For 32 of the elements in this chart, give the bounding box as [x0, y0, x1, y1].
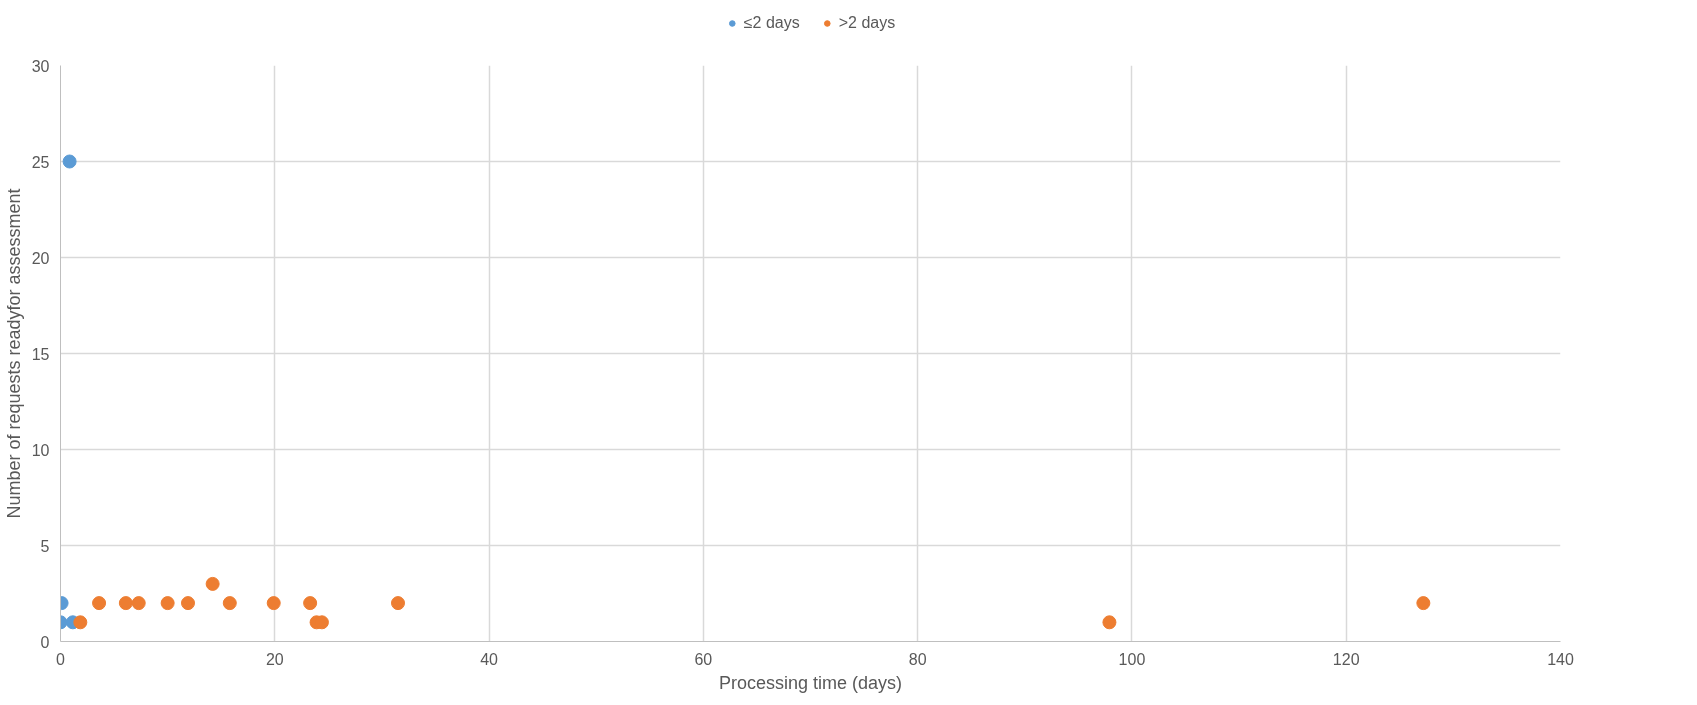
- y-tick-label: 30: [31, 57, 50, 75]
- y-tick-label: 15: [31, 345, 50, 363]
- legend-label: ≤2 days: [743, 13, 800, 32]
- y-tick-label: 20: [31, 249, 50, 267]
- x-tick-label: 20: [265, 650, 284, 668]
- x-tick-label: 80: [908, 650, 927, 668]
- point: [222, 596, 237, 611]
- point: [73, 615, 88, 630]
- x-tick-label: 40: [480, 650, 499, 668]
- point: [131, 596, 146, 611]
- x-tick-label: 60: [694, 650, 713, 668]
- y-tick-label: 10: [31, 441, 50, 459]
- y-axis-title: Number of requests readyfor assessment: [3, 188, 24, 519]
- point: [160, 596, 175, 611]
- point: [391, 596, 405, 611]
- y-tick-label: 5: [40, 537, 50, 555]
- point: [205, 576, 220, 591]
- point: [1416, 596, 1431, 611]
- point: [303, 596, 318, 611]
- x-tick-label: 100: [1118, 650, 1146, 668]
- point: [1102, 615, 1117, 630]
- x-tick-label: 120: [1332, 650, 1360, 668]
- point: [266, 596, 281, 611]
- x-tick-label: 140: [1547, 650, 1574, 668]
- y-tick-label: 0: [40, 633, 50, 651]
- x-axis-title: Processing time (days): [718, 672, 903, 693]
- y-tick-label: 25: [31, 153, 50, 171]
- point: [181, 596, 195, 611]
- legend-label: >2 days: [838, 13, 896, 32]
- point: [118, 596, 133, 611]
- x-tick-label: 0: [56, 650, 66, 668]
- point: [92, 596, 107, 611]
